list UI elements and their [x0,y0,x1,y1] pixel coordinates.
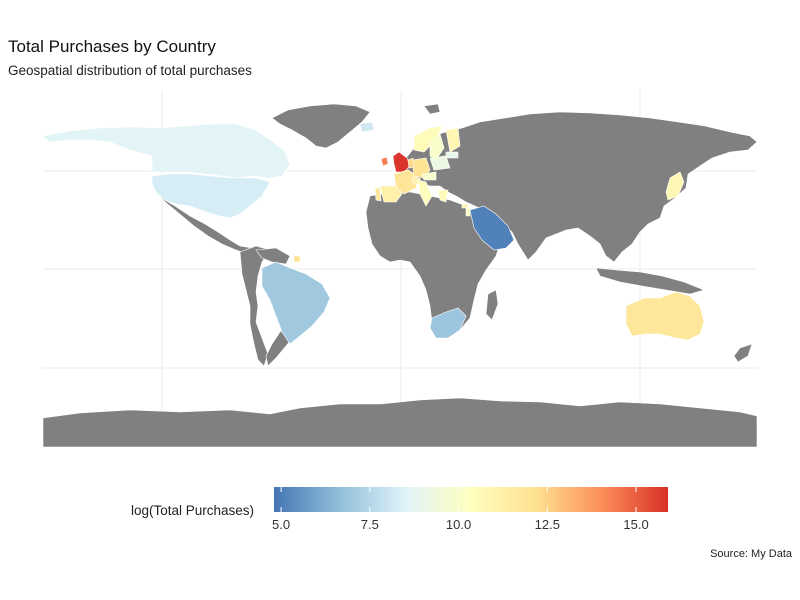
chart-caption: Source: My Data [710,548,792,560]
country-australia [625,291,705,341]
country-french-guiana [293,255,301,263]
legend-tick-label: 15.0 [623,517,649,532]
chart-subtitle: Geospatial distribution of total purchas… [8,63,252,78]
country-japan [665,171,685,201]
country-israel [465,207,471,217]
legend-gradient [274,487,668,512]
country-canada [42,123,291,179]
country-netherlands [407,157,415,169]
land-indonesia [595,267,705,295]
country-spain [379,185,403,203]
legend-title: log(Total Purchases) [131,503,255,518]
country-portugal [374,187,382,202]
land-new-zealand [733,343,753,363]
land-antarctica [42,397,758,448]
country-lithuania [445,151,459,159]
country-finland [445,127,461,153]
country-austria [421,171,437,181]
country-sweden [429,133,445,161]
legend-tick-label: 12.5 [534,517,560,532]
chart-title: Total Purchases by Country [8,37,216,56]
legend-colorbar [274,487,668,512]
country-south-africa [429,307,467,339]
legend-tick-label: 5.0 [272,517,291,532]
land-uk-islands-north [423,103,441,115]
country-greece [437,189,449,203]
land-madagascar [485,289,499,321]
legend-tick-label: 10.0 [445,517,472,532]
land-venezuela [255,247,291,265]
country-united-kingdom [392,151,411,173]
country-ireland [380,156,389,167]
country-saudi-arabia [469,205,515,251]
land-south-america-west [239,245,271,367]
legend-tick-label: 7.5 [360,517,379,532]
country-regions [42,103,758,448]
country-united-states [151,173,271,219]
country-iceland [359,121,375,133]
country-italy [417,179,433,207]
country-cyprus [461,203,469,209]
country-brazil [261,261,331,345]
land-greenland [271,103,371,149]
